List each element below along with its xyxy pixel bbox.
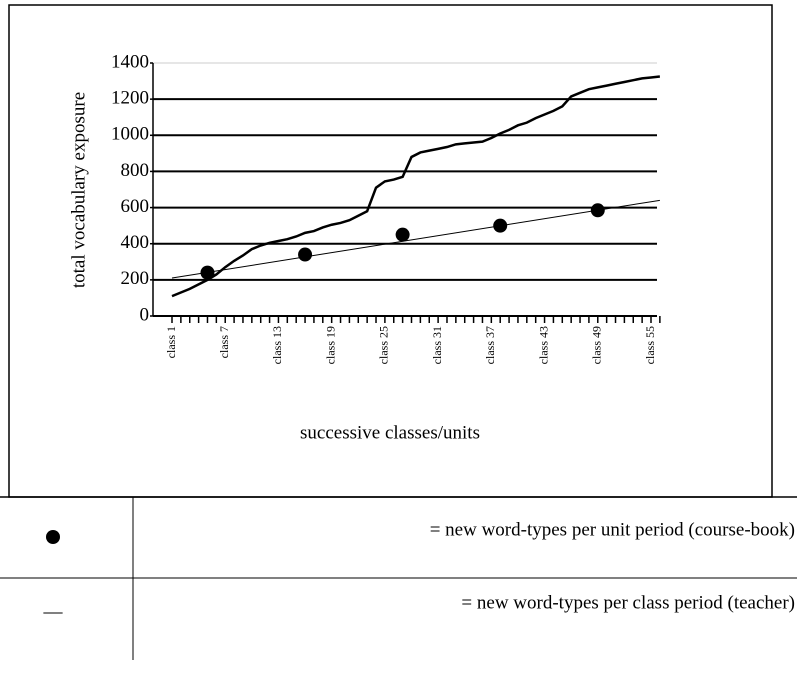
- legend-description: = new word-types per unit period (course…: [430, 519, 795, 540]
- x-tick-label: class 1: [164, 326, 178, 358]
- y-tick-label: 200: [121, 268, 150, 289]
- y-tick-label: 1000: [111, 124, 149, 145]
- trend-line: [171, 199, 660, 279]
- unit-dot: [493, 218, 508, 233]
- x-axis-title: successive classes/units: [300, 422, 480, 443]
- unit-dot: [298, 247, 313, 262]
- legend-description: = new word-types per class period (teach…: [461, 592, 795, 613]
- unit-dot: [395, 227, 410, 242]
- x-tick-label: class 7: [217, 326, 231, 358]
- x-tick-label: class 55: [643, 326, 657, 364]
- y-axis-title: total vocabulary exposure: [68, 92, 89, 288]
- y-tick-label: 600: [121, 196, 150, 217]
- x-tick-label: class 49: [590, 326, 604, 364]
- y-tick-label: 0: [140, 304, 150, 325]
- x-tick-label: class 43: [536, 326, 550, 364]
- y-tick-label: 400: [121, 232, 150, 253]
- unit-dot: [590, 203, 605, 218]
- x-tick-label: class 19: [323, 326, 337, 364]
- legend-dot-symbol: [46, 530, 60, 544]
- x-tick-label: class 13: [270, 326, 284, 364]
- unit-dot: [200, 265, 215, 280]
- y-tick-label: 1400: [111, 51, 149, 72]
- x-tick-label: class 37: [483, 326, 497, 364]
- x-tick-label: class 31: [430, 326, 444, 364]
- legend-line-symbol: —: [43, 601, 64, 622]
- y-tick-label: 800: [121, 160, 150, 181]
- x-tick-label: class 25: [377, 326, 391, 364]
- y-tick-label: 1200: [111, 88, 149, 109]
- vocabulary-line: [171, 75, 660, 298]
